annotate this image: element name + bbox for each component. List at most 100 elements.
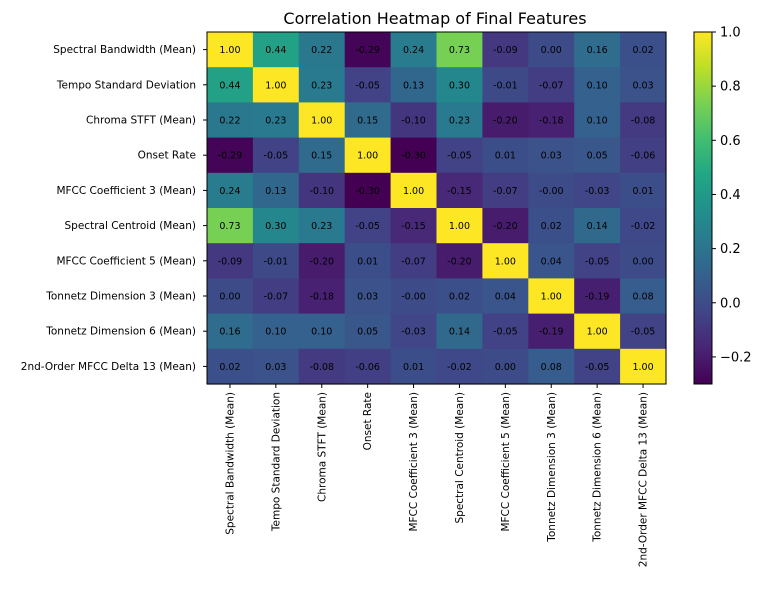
cell-value-label: 1.00	[495, 256, 516, 267]
cell-value-label: 1.00	[403, 186, 424, 197]
chart-title: Correlation Heatmap of Final Features	[283, 9, 586, 28]
cell-value-label: 0.22	[311, 45, 332, 56]
cell-value-label: -0.20	[309, 256, 334, 267]
heatmap-cell	[528, 172, 575, 209]
y-tick-label: Spectral Centroid (Mean)	[65, 220, 196, 232]
cell-value-label: -0.05	[585, 256, 610, 267]
heatmap-cell	[482, 137, 529, 174]
x-tick-label: Onset Rate	[362, 392, 374, 450]
y-tick-label: Tonnetz Dimension 6 (Mean)	[45, 326, 196, 338]
cell-value-label: -0.05	[447, 151, 472, 162]
heatmap-cell	[207, 208, 254, 244]
cell-value-label: 0.01	[495, 151, 516, 162]
cell-value-label: 1.00	[311, 116, 332, 127]
cell-value-label: -0.07	[401, 256, 426, 267]
heatmap-cell	[482, 348, 529, 385]
heatmap-cell	[252, 208, 300, 244]
heatmap-cell	[298, 172, 346, 209]
x-tick-label: 2nd-Order MFCC Delta 13 (Mean)	[638, 392, 650, 567]
cell-value-label: -0.08	[309, 362, 334, 373]
heatmap-cell	[252, 32, 300, 68]
colorbar-tick-label: 0.0	[720, 296, 741, 311]
cell-value-label: 0.08	[632, 292, 653, 303]
cell-value-label: 0.23	[449, 116, 470, 127]
cell-value-label: -0.00	[401, 292, 426, 303]
cell-value-label: -0.09	[493, 45, 518, 56]
heatmap-cell	[620, 243, 667, 279]
cell-value-label: 0.02	[219, 362, 240, 373]
y-tick-label: MFCC Coefficient 5 (Mean)	[56, 255, 196, 267]
heatmap-cell	[620, 208, 667, 244]
colorbar-tick-label: 0.8	[720, 80, 741, 95]
cell-value-label: -0.05	[355, 221, 380, 232]
cell-value-label: -0.30	[401, 151, 426, 162]
cell-value-label: 0.05	[357, 327, 378, 338]
cell-value-label: 0.13	[265, 186, 286, 197]
heatmap-cell	[574, 67, 621, 103]
cell-value-label: 0.04	[541, 256, 562, 267]
heatmap-cell	[436, 137, 483, 174]
heatmap-cell	[482, 67, 529, 103]
cell-value-label: 1.00	[219, 45, 240, 56]
heatmap-cell	[390, 67, 438, 103]
y-tick-label: 2nd-Order MFCC Delta 13 (Mean)	[21, 361, 196, 373]
heatmap-cell	[207, 243, 254, 279]
cell-value-label: -0.30	[355, 186, 380, 197]
heatmap-cell	[298, 102, 346, 139]
heatmap-cell	[482, 102, 529, 139]
colorbar-tick-label: −0.2	[720, 350, 752, 365]
cell-value-label: -0.29	[355, 45, 380, 56]
x-tick-label: Spectral Bandwidth (Mean)	[224, 392, 236, 535]
cell-value-label: -0.07	[264, 292, 289, 303]
heatmap-cell	[620, 348, 667, 385]
cell-value-label: 1.00	[632, 362, 653, 373]
x-tick-label: Spectral Centroid (Mean)	[454, 392, 466, 523]
heatmap-cell	[528, 208, 575, 244]
cell-value-label: 0.02	[632, 45, 653, 56]
heatmap-cell	[298, 278, 346, 315]
heatmap-cell	[390, 137, 438, 174]
cell-value-label: 0.01	[403, 362, 424, 373]
cell-value-label: 0.16	[587, 45, 608, 56]
heatmap-cell	[528, 67, 575, 103]
x-tick-label: MFCC Coefficient 5 (Mean)	[500, 392, 512, 532]
cell-value-label: 0.00	[541, 45, 562, 56]
heatmap-cell	[390, 172, 438, 209]
cell-value-label: 1.00	[541, 292, 562, 303]
heatmap-cell	[207, 278, 254, 315]
cell-value-label: -0.29	[218, 151, 243, 162]
heatmap-cell	[252, 278, 300, 315]
heatmap-cell	[344, 102, 392, 139]
heatmap-cell	[344, 313, 392, 350]
cell-value-label: -0.19	[539, 327, 564, 338]
heatmap-cell	[298, 67, 346, 103]
heatmap-cell	[436, 313, 483, 350]
cell-value-label: 0.08	[541, 362, 562, 373]
cell-value-label: 0.02	[449, 292, 470, 303]
cell-value-label: 0.44	[265, 45, 286, 56]
heatmap-cell	[344, 172, 392, 209]
heatmap-cell	[620, 172, 667, 209]
colorbar-gradient	[694, 32, 712, 384]
cell-value-label: -0.00	[539, 186, 564, 197]
cell-value-label: 0.22	[219, 116, 240, 127]
cell-value-label: 0.10	[587, 116, 608, 127]
cell-value-label: -0.01	[493, 80, 518, 91]
heatmap-cell	[344, 67, 392, 103]
cell-value-label: 0.05	[587, 151, 608, 162]
x-tick-label: Tonnetz Dimension 6 (Mean)	[592, 392, 604, 543]
heatmap-cell	[620, 313, 667, 350]
cell-value-label: -0.06	[631, 151, 656, 162]
cell-value-label: -0.05	[631, 327, 656, 338]
cell-value-label: 0.14	[449, 327, 470, 338]
heatmap-cell	[436, 32, 483, 68]
heatmap-cell	[574, 348, 621, 385]
cell-value-label: 0.00	[495, 362, 516, 373]
cell-value-label: -0.10	[309, 186, 334, 197]
heatmap-cell	[436, 278, 483, 315]
heatmap-cell	[344, 278, 392, 315]
cell-value-label: 0.30	[265, 221, 286, 232]
cell-value-label: -0.20	[493, 116, 518, 127]
heatmap-cell	[344, 348, 392, 385]
heatmap-cell	[620, 67, 667, 103]
